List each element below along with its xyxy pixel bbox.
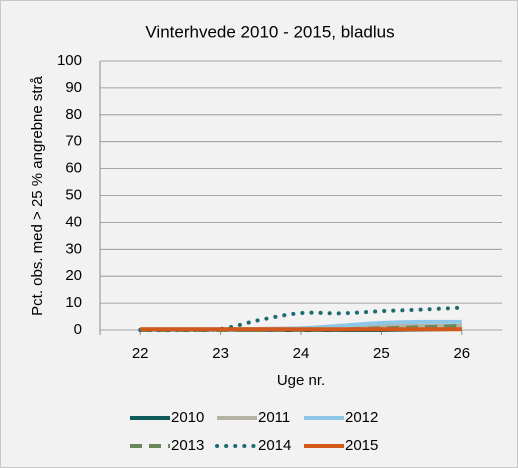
- x-tick-label: 25: [373, 345, 390, 362]
- y-tick-label: 80: [65, 106, 82, 123]
- legend-label: 2010: [171, 409, 204, 426]
- legend-label: 2015: [345, 437, 378, 454]
- legend-label: 2011: [258, 409, 290, 426]
- x-tick-label: 23: [212, 345, 229, 362]
- x-axis-label: Uge nr.: [277, 372, 325, 389]
- legend-label: 2012: [345, 409, 378, 426]
- x-tick-label: 22: [132, 345, 149, 362]
- y-tick-label: 100: [57, 52, 82, 69]
- y-tick-label: 60: [65, 160, 82, 177]
- y-tick-label: 30: [65, 240, 82, 257]
- y-tick-label: 40: [65, 213, 82, 230]
- legend-label: 2014: [258, 437, 291, 454]
- y-tick-label: 90: [65, 79, 82, 96]
- x-tick-label: 24: [293, 345, 310, 362]
- y-tick-label: 10: [65, 294, 82, 311]
- series-line: [138, 305, 464, 333]
- y-tick-label: 20: [65, 267, 82, 284]
- y-tick-label: 70: [65, 133, 82, 150]
- chart-title: Vinterhvede 2010 - 2015, bladlus: [145, 22, 394, 41]
- y-tick-label: 50: [65, 186, 82, 203]
- y-tick-label: 0: [74, 321, 82, 338]
- legend-label: 2013: [171, 437, 204, 454]
- y-axis-label: Pct. obs. med > 25 % angrebne strå: [29, 75, 46, 315]
- x-tick-label: 26: [453, 345, 470, 362]
